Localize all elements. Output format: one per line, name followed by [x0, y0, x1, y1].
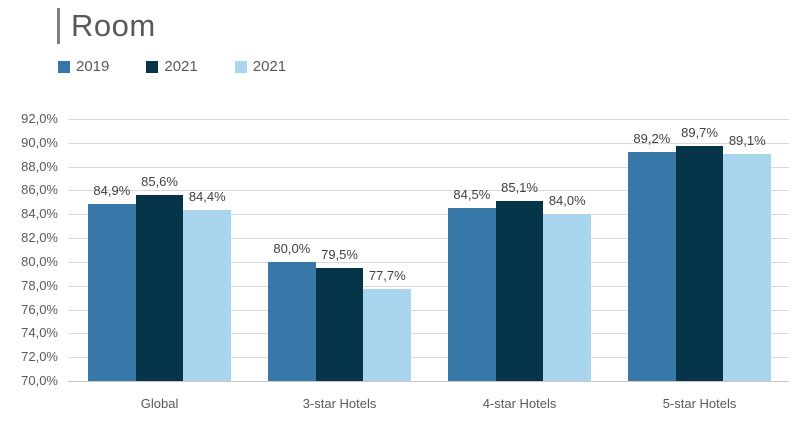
bar-2021-global — [183, 209, 232, 381]
y-tick-label: 78,0% — [21, 278, 58, 293]
bar-value-label: 80,0% — [273, 240, 311, 256]
bar-value-label: 85,6% — [141, 174, 178, 190]
bar-value-label: 84,5% — [453, 187, 491, 203]
gridline — [68, 143, 789, 144]
y-tick-label: 92,0% — [21, 111, 58, 126]
bar-2021-4-star-hotels — [543, 214, 592, 381]
bar-value-label: 84,0% — [548, 193, 586, 209]
bar-2021-3-star-hotels — [315, 267, 364, 381]
bar-2021-3-star-hotels — [363, 289, 412, 381]
y-tick-label: 82,0% — [21, 230, 58, 245]
y-tick-label: 80,0% — [21, 254, 58, 269]
y-tick-label: 70,0% — [21, 373, 58, 388]
y-tick-label: 90,0% — [21, 135, 58, 150]
y-tick-label: 74,0% — [21, 325, 58, 340]
category-label-4-star-hotels: 4-star Hotels — [482, 396, 557, 411]
gridline — [68, 238, 789, 239]
y-tick-label: 84,0% — [21, 206, 58, 221]
bar-value-label: 89,7% — [681, 125, 718, 141]
gridline — [68, 190, 789, 191]
bar-value-label: 77,7% — [368, 268, 406, 284]
legend-swatch — [58, 60, 70, 73]
legend-label: 2019 — [76, 58, 110, 75]
bar-value-label: 84,9% — [93, 182, 131, 198]
gridline — [68, 167, 789, 168]
bar-value-label: 89,2% — [633, 131, 671, 147]
bar-2021-5-star-hotels — [723, 153, 772, 381]
y-tick-label: 86,0% — [21, 182, 58, 197]
legend-label: 2021 — [164, 58, 198, 75]
bar-value-label: 84,4% — [188, 188, 226, 204]
gridline — [68, 262, 789, 263]
title-accent-bar — [57, 8, 60, 44]
bar-2019-global — [88, 203, 136, 381]
category-label-3-star-hotels: 3-star Hotels — [302, 396, 377, 411]
x-axis-line — [68, 381, 789, 382]
legend-swatch — [234, 60, 247, 73]
bar-value-label: 85,1% — [501, 180, 538, 196]
category-label-5-star-hotels: 5-star Hotels — [662, 396, 737, 411]
bar-2019-5-star-hotels — [628, 152, 676, 381]
bar-2021-5-star-hotels — [675, 146, 724, 381]
legend-swatch — [146, 60, 159, 73]
y-tick-label: 76,0% — [21, 302, 58, 317]
bar-2021-global — [135, 195, 184, 381]
legend-label: 2021 — [252, 58, 287, 75]
legend: 2019 2021 2021 — [58, 58, 286, 75]
chart-title: Room — [71, 8, 156, 43]
bar-value-label: 89,1% — [728, 132, 766, 148]
gridline — [68, 333, 789, 334]
gridline — [68, 119, 789, 120]
bar-value-label: 79,5% — [321, 246, 358, 262]
gridline — [68, 214, 789, 215]
gridline — [68, 310, 789, 311]
legend-item-2019: 2019 — [58, 58, 109, 75]
y-tick-label: 72,0% — [21, 349, 58, 364]
title-row: Room — [57, 8, 156, 44]
y-tick-label: 88,0% — [21, 159, 58, 174]
gridline — [68, 286, 789, 287]
bar-2021-4-star-hotels — [495, 201, 544, 381]
legend-item-2021: 2021 — [146, 58, 198, 75]
category-label-global: Global — [140, 396, 179, 411]
bar-2019-4-star-hotels — [448, 208, 496, 381]
bar-2019-3-star-hotels — [268, 261, 316, 381]
gridline — [68, 357, 789, 358]
legend-item-2021: 2021 — [234, 58, 287, 75]
